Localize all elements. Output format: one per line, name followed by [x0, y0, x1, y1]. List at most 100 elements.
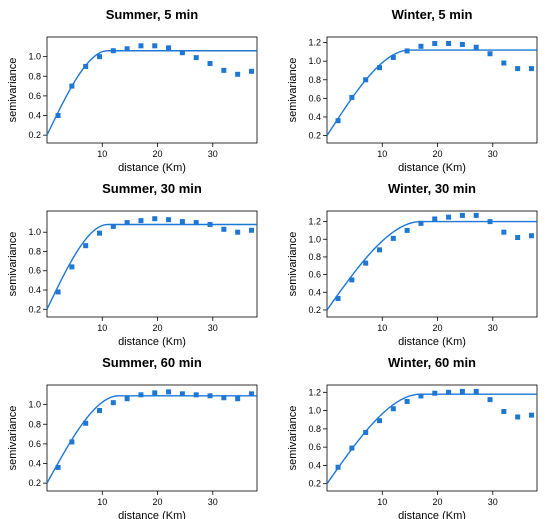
panel-title: Winter, 60 min: [388, 355, 476, 370]
y-tick-label: 0.4: [308, 287, 321, 297]
data-point: [459, 212, 465, 218]
data-point: [446, 41, 452, 47]
data-point: [473, 388, 479, 394]
data-point: [377, 65, 382, 71]
data-point: [193, 220, 199, 226]
data-point: [377, 418, 382, 424]
y-tick-label: 1.0: [308, 234, 321, 244]
y-tick-label: 0.8: [308, 424, 321, 434]
data-point: [335, 295, 341, 301]
data-point: [248, 227, 254, 233]
data-point: [459, 41, 465, 47]
data-point: [166, 389, 172, 395]
data-point: [207, 61, 213, 66]
model-curve: [46, 395, 257, 484]
panel-title: Summer, 5 min: [106, 7, 199, 22]
y-tick-label: 0.4: [28, 285, 41, 295]
data-point: [501, 409, 507, 414]
y-tick-label: 0.8: [28, 246, 41, 256]
data-point: [138, 43, 144, 49]
y-axis-label: semivariance: [287, 232, 299, 297]
data-point: [473, 212, 479, 218]
data-point: [97, 230, 102, 236]
x-tick-label: 20: [153, 149, 163, 159]
data-point: [390, 54, 396, 60]
y-tick-label: 0.4: [28, 111, 41, 121]
data-point: [179, 391, 185, 397]
data-point: [487, 219, 493, 225]
data-point: [528, 66, 534, 72]
y-axis-label: semivariance: [7, 406, 19, 471]
data-point: [515, 414, 521, 420]
data-point: [221, 67, 227, 73]
data-point: [404, 227, 410, 233]
data-point: [418, 220, 424, 226]
y-tick-label: 1.0: [28, 227, 41, 237]
data-point: [515, 235, 521, 240]
data-point: [248, 391, 254, 397]
data-point: [404, 398, 410, 404]
y-tick-label: 0.6: [308, 93, 321, 103]
data-point: [138, 218, 144, 224]
data-point: [349, 277, 355, 283]
x-tick-label: 20: [153, 497, 163, 507]
x-tick-label: 30: [208, 497, 218, 507]
data-point: [110, 48, 116, 54]
data-point: [235, 71, 241, 77]
x-tick-label: 10: [377, 323, 387, 333]
plot-frame: [46, 210, 258, 318]
data-point: [418, 43, 424, 49]
x-tick-label: 30: [488, 497, 498, 507]
y-tick-label: 0.6: [28, 266, 41, 276]
panel-5: Summer, 60 min 0.2 0.4 0.6 0.8 1.0 10 20 30 dista…: [7, 355, 258, 519]
data-point: [179, 50, 185, 56]
model-curve: [326, 49, 537, 136]
y-tick-label: 0.6: [28, 439, 41, 449]
y-tick-label: 0.4: [308, 112, 321, 122]
data-point: [390, 406, 396, 412]
plot-frame: [326, 210, 538, 318]
data-point: [235, 229, 241, 235]
y-axis-label: semivariance: [287, 58, 299, 123]
data-point: [55, 289, 61, 295]
x-tick-label: 20: [153, 323, 163, 333]
x-tick-label: 10: [97, 149, 107, 159]
data-point: [501, 60, 507, 66]
y-tick-label: 1.0: [28, 400, 41, 410]
y-tick-label: 0.8: [28, 71, 41, 81]
y-tick-label: 1.0: [308, 56, 321, 66]
data-point: [390, 235, 396, 241]
y-tick-label: 0.8: [28, 419, 41, 429]
x-axis-label: distance (Km): [118, 510, 186, 519]
y-tick-label: 0.2: [308, 131, 321, 141]
data-point: [248, 68, 254, 74]
x-tick-label: 10: [97, 497, 107, 507]
panel-1: Summer, 5 min 0.2 0.4 0.6 0.8 1.0 10 20 30 distan…: [7, 7, 258, 174]
panel-title: Winter, 30 min: [388, 181, 476, 196]
data-point: [97, 54, 102, 60]
data-point: [221, 226, 227, 232]
y-tick-label: 1.2: [308, 387, 321, 397]
y-tick-label: 0.4: [28, 459, 41, 469]
data-point: [473, 44, 479, 50]
plot-frame: [46, 36, 258, 144]
data-point: [83, 63, 89, 69]
y-axis-label: semivariance: [7, 232, 19, 297]
data-point: [446, 389, 452, 395]
data-point: [83, 420, 89, 426]
x-tick-label: 30: [488, 149, 498, 159]
x-axis-label: distance (Km): [398, 336, 466, 348]
data-point: [193, 55, 199, 61]
x-tick-label: 30: [488, 323, 498, 333]
y-tick-label: 1.0: [308, 406, 321, 416]
data-point: [528, 412, 534, 418]
y-tick-label: 0.8: [308, 75, 321, 85]
data-point: [377, 247, 382, 253]
data-point: [166, 217, 172, 223]
x-tick-label: 20: [433, 323, 443, 333]
data-point: [446, 214, 452, 220]
data-point: [138, 392, 144, 398]
x-tick-label: 20: [433, 497, 443, 507]
data-point: [459, 388, 465, 394]
